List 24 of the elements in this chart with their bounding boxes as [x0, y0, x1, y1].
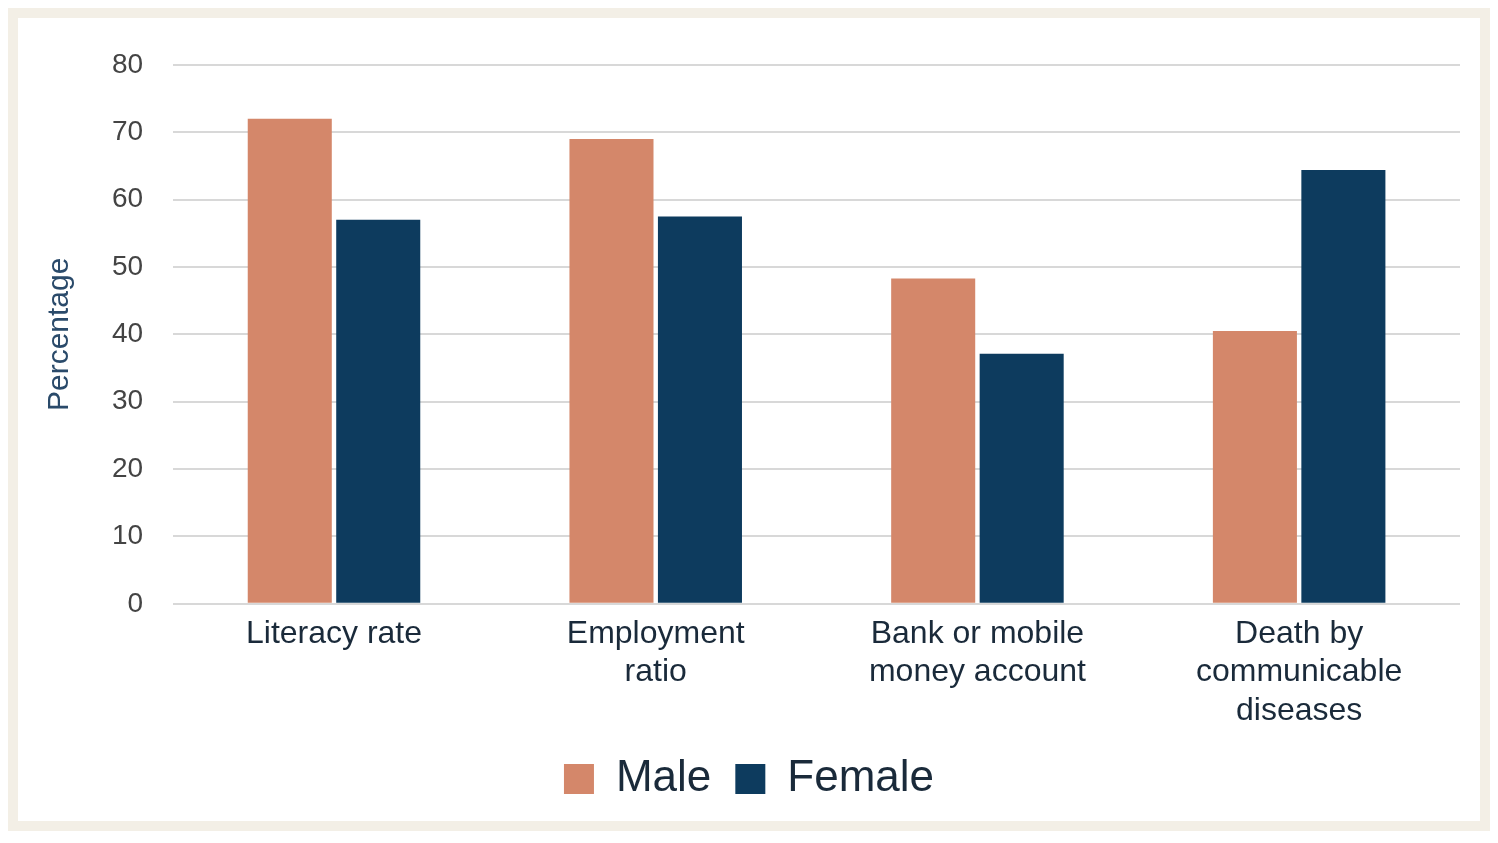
y-tick-label: 0	[127, 586, 144, 618]
x-tick-label: Literacy rate	[245, 613, 423, 650]
y-tick-label: 50	[111, 249, 144, 281]
y-tick-label: 30	[111, 384, 144, 416]
legend-label: Male	[615, 751, 712, 801]
y-tick-label: 80	[111, 47, 144, 79]
bar	[336, 219, 421, 603]
y-tick-label: 20	[111, 451, 144, 483]
y-axis-title: Percentage	[41, 257, 75, 412]
bar	[247, 118, 332, 603]
y-tick-label: 70	[111, 114, 144, 146]
y-tick-label: 10	[111, 519, 144, 551]
bar	[569, 138, 654, 603]
legend-label: Female	[787, 751, 935, 801]
bar	[1212, 330, 1297, 603]
bar	[979, 353, 1064, 603]
bar	[1301, 169, 1386, 603]
bar	[891, 278, 976, 603]
x-tick-label: Bank or mobile money account	[868, 613, 1087, 689]
bar	[657, 216, 742, 603]
y-tick-label: 60	[111, 182, 144, 214]
x-tick-label: Death by communicable diseases	[1195, 613, 1403, 727]
x-tick-label: Employment ratio	[566, 613, 745, 689]
y-tick-label: 40	[111, 317, 144, 349]
